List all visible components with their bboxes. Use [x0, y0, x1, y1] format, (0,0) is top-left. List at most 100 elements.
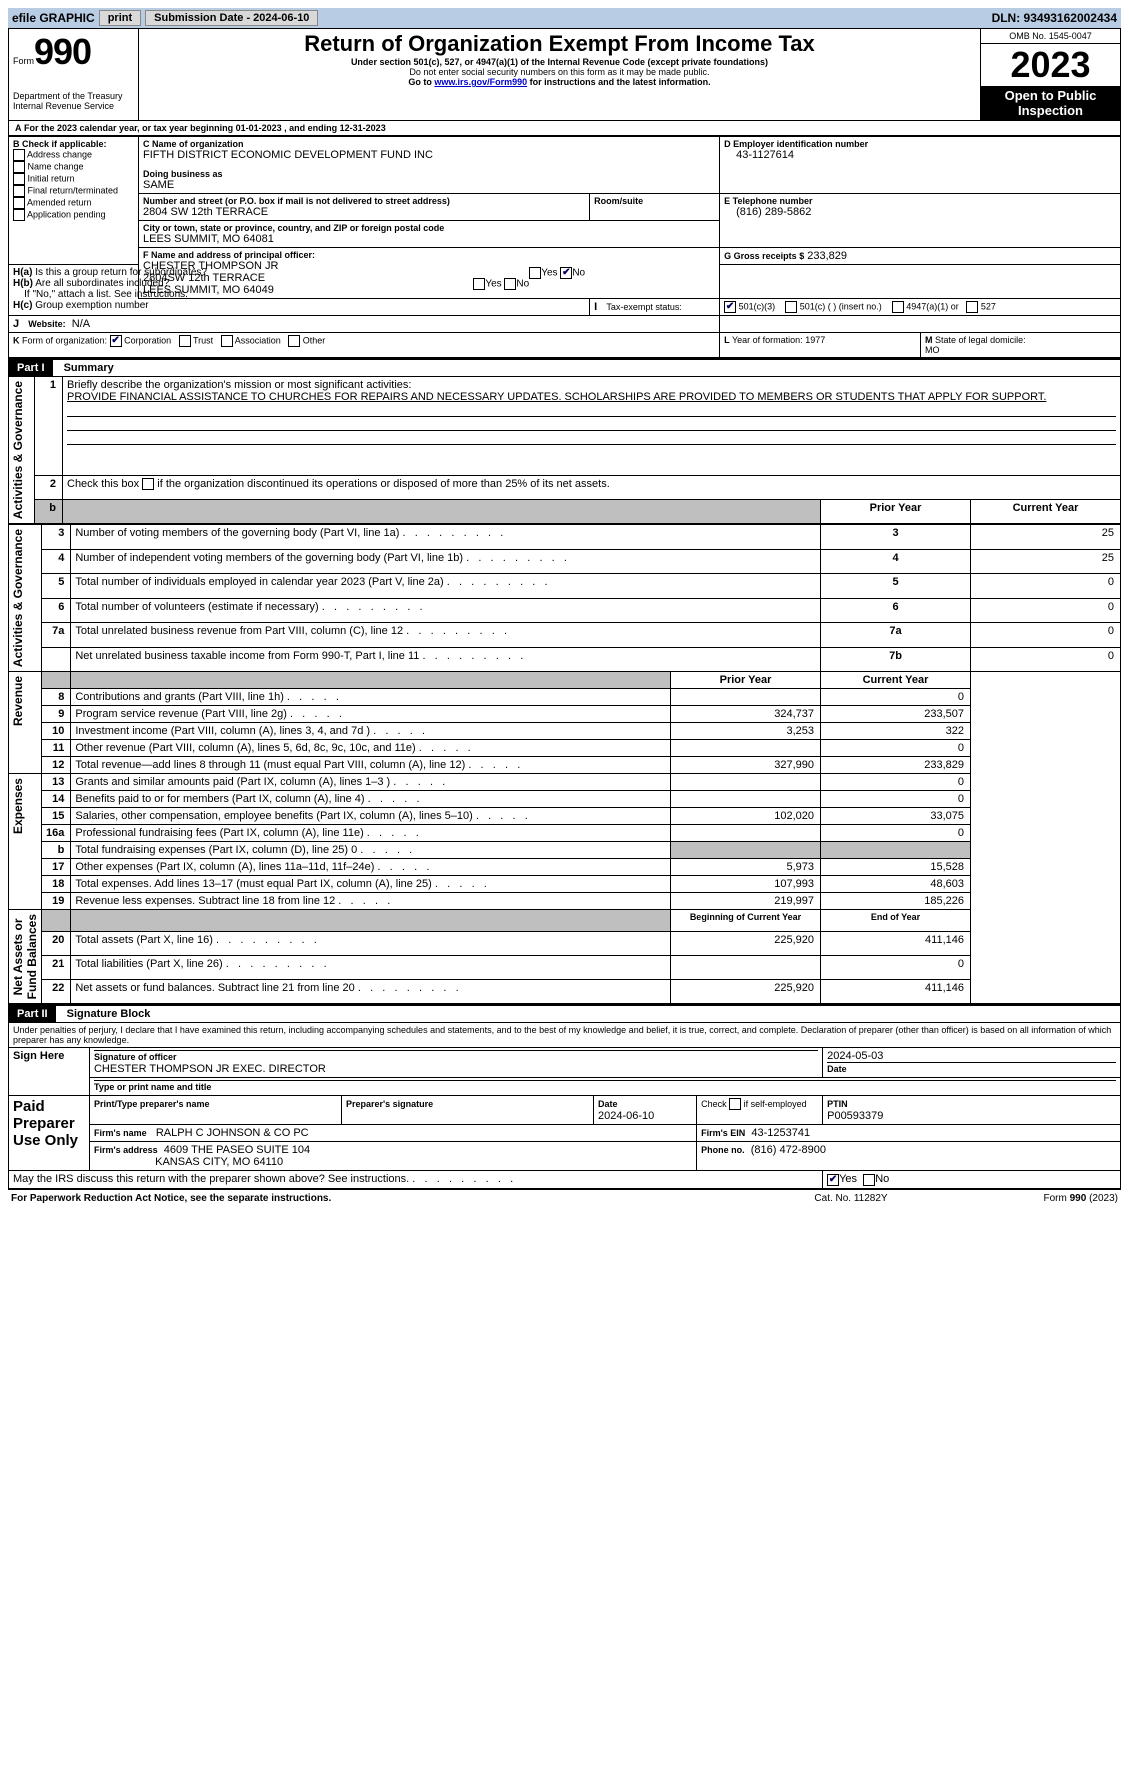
rownum: 20 [42, 931, 71, 955]
form-number: 990 [34, 31, 91, 72]
current-val: 0 [821, 825, 971, 842]
ha-yes[interactable] [529, 267, 541, 279]
chk-self-employed[interactable] [729, 1098, 741, 1110]
rownum: 10 [42, 723, 71, 740]
mission-text: PROVIDE FINANCIAL ASSISTANCE TO CHURCHES… [67, 391, 1046, 403]
hb-no[interactable] [504, 278, 516, 290]
vlabel-na: Net Assets or Fund Balances [9, 910, 41, 1003]
chk-address[interactable] [13, 149, 25, 161]
line-text: Number of voting members of the governin… [71, 525, 821, 550]
part1-title: Summary [56, 362, 114, 374]
chk-501c3[interactable] [724, 301, 736, 313]
current-val: 411,146 [821, 980, 971, 1004]
prior-val [671, 740, 821, 757]
prior-val [671, 825, 821, 842]
discuss-yes[interactable] [827, 1174, 839, 1186]
hdr-eoy: End of Year [821, 910, 971, 931]
bh-grid: B Check if applicable: Address change Na… [8, 136, 1121, 358]
hdr-bocy: Beginning of Current Year [671, 910, 821, 931]
chk-4947[interactable] [892, 301, 904, 313]
hdr-current: Current Year [971, 500, 1121, 524]
pp-sig-label: Preparer's signature [346, 1099, 433, 1109]
rownum: 7a [42, 623, 71, 648]
irs-link[interactable]: www.irs.gov/Form990 [434, 77, 527, 87]
hdr-prior: Prior Year [821, 500, 971, 524]
b-opt4: Amended return [27, 197, 92, 207]
hb2-text: If "No," attach a list. See instructions… [24, 289, 188, 300]
chk-final[interactable] [13, 185, 25, 197]
b-opt1: Name change [28, 161, 84, 171]
chk-corp[interactable] [110, 335, 122, 347]
rownum: 4 [42, 549, 71, 574]
line-val: 25 [971, 525, 1121, 550]
form-header: Form990 Department of the Treasury Inter… [8, 28, 1121, 121]
chk-trust[interactable] [179, 335, 191, 347]
rownum: b [42, 842, 71, 859]
firm-name: RALPH C JOHNSON & CO PC [156, 1127, 309, 1139]
m-label: State of legal domicile: [935, 335, 1026, 345]
rownum: 5 [42, 574, 71, 599]
current-val: 322 [821, 723, 971, 740]
current-val: 233,829 [821, 757, 971, 774]
hb-yes[interactable] [473, 278, 485, 290]
rownum: 9 [42, 706, 71, 723]
line-val: 0 [971, 574, 1121, 599]
rownum: 8 [42, 689, 71, 706]
chk-other[interactable] [288, 335, 300, 347]
prior-val: 327,990 [671, 757, 821, 774]
g-label: Gross receipts $ [734, 251, 805, 261]
prior-val [671, 955, 821, 979]
k-label: Form of organization: [22, 335, 107, 345]
line-text: Total fundraising expenses (Part IX, col… [71, 842, 671, 859]
ptin: P00593379 [827, 1110, 883, 1122]
line-text: Salaries, other compensation, employee b… [71, 808, 671, 825]
sub3-pre: Go to [408, 77, 434, 87]
j-label: Website: [28, 319, 65, 329]
line-col: 5 [821, 574, 971, 599]
i-label: Tax-exempt status: [606, 302, 682, 312]
declaration: Under penalties of perjury, I declare th… [9, 1023, 1121, 1048]
rownum: 15 [42, 808, 71, 825]
print-button[interactable]: print [99, 10, 141, 26]
a-pre: For the 2023 calendar year, or tax year … [24, 123, 236, 133]
current-val: 0 [821, 791, 971, 808]
current-val: 33,075 [821, 808, 971, 825]
rownum-1: 1 [35, 377, 63, 476]
chk-527[interactable] [966, 301, 978, 313]
current-val: 15,528 [821, 859, 971, 876]
chk-assoc[interactable] [221, 335, 233, 347]
k-corp: Corporation [124, 335, 171, 345]
rownum: 11 [42, 740, 71, 757]
line-val: 0 [971, 598, 1121, 623]
efile-label: efile GRAPHIC [12, 11, 95, 25]
dln: DLN: 93493162002434 [992, 11, 1117, 25]
chk-name[interactable] [13, 161, 25, 173]
rownum: 19 [42, 893, 71, 910]
ptin-label: PTIN [827, 1099, 848, 1109]
b-label: Check if applicable: [22, 139, 107, 149]
vlabel: Expenses [9, 774, 27, 838]
discuss-no[interactable] [863, 1174, 875, 1186]
a-mid: , and ending [282, 123, 340, 133]
chk-discontinued[interactable] [142, 478, 154, 490]
line-text: Number of independent voting members of … [71, 549, 821, 574]
line-text: Total number of individuals employed in … [71, 574, 821, 599]
line-text: Revenue less expenses. Subtract line 18 … [71, 893, 671, 910]
omb: OMB No. 1545-0047 [981, 29, 1120, 44]
prior-val: 102,020 [671, 808, 821, 825]
chk-501c[interactable] [785, 301, 797, 313]
ha-no[interactable] [560, 267, 572, 279]
chk-amended[interactable] [13, 197, 25, 209]
firm-addr1: 4609 THE PASEO SUITE 104 [164, 1144, 310, 1156]
a-end: 12-31-2023 [340, 123, 386, 133]
line-text: Contributions and grants (Part VIII, lin… [71, 689, 671, 706]
chk-initial[interactable] [13, 173, 25, 185]
current-val [821, 842, 971, 859]
chk-pending[interactable] [13, 209, 25, 221]
cat-no: Cat. No. 11282Y [763, 1192, 938, 1205]
current-val: 48,603 [821, 876, 971, 893]
rownum: 18 [42, 876, 71, 893]
part2-tag: Part II [9, 1006, 56, 1022]
line-text: Total assets (Part X, line 16) [71, 931, 671, 955]
topbar: efile GRAPHIC print Submission Date - 20… [8, 8, 1121, 28]
